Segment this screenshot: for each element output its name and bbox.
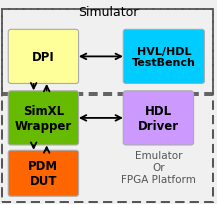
- FancyBboxPatch shape: [8, 91, 79, 145]
- Text: DPI: DPI: [32, 51, 55, 64]
- Text: Emulator
Or
FPGA Platform: Emulator Or FPGA Platform: [121, 151, 196, 184]
- Text: PDM
DUT: PDM DUT: [28, 160, 58, 187]
- Text: SimXL
Wrapper: SimXL Wrapper: [15, 104, 72, 132]
- FancyBboxPatch shape: [123, 91, 194, 145]
- Text: HDL
Driver: HDL Driver: [138, 104, 179, 132]
- FancyBboxPatch shape: [123, 30, 204, 84]
- FancyBboxPatch shape: [8, 151, 79, 196]
- Text: Simulator: Simulator: [78, 6, 139, 19]
- FancyBboxPatch shape: [8, 30, 79, 84]
- Text: HVL/HDL
TestBench: HVL/HDL TestBench: [132, 46, 196, 68]
